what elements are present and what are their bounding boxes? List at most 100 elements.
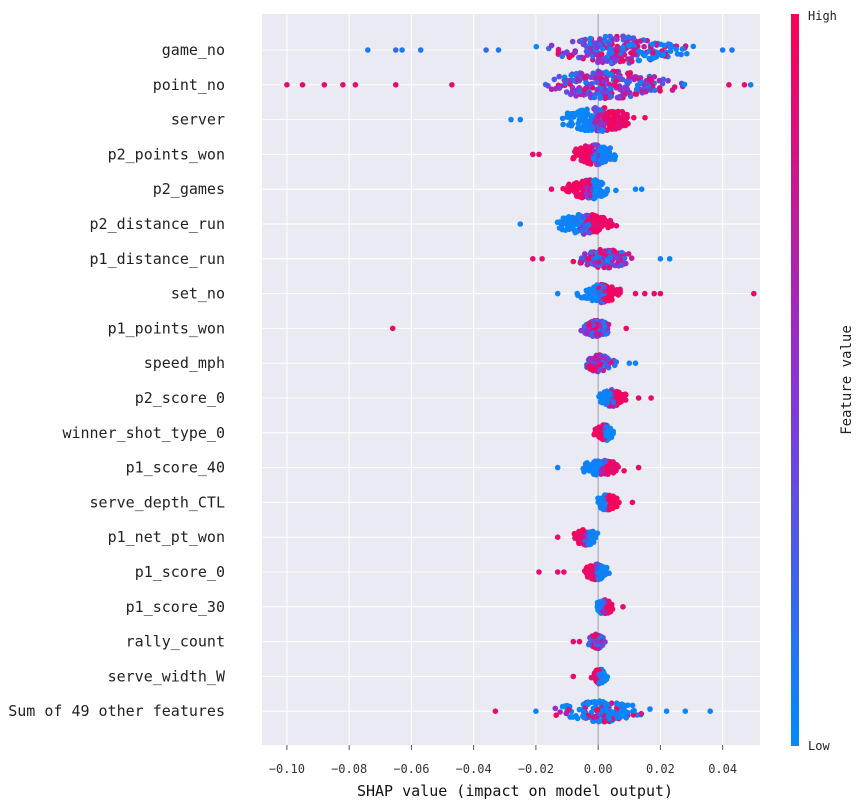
shap-point-outlier [648,395,654,401]
shap-point [579,227,586,234]
shap-point [679,46,686,52]
shap-point [560,121,566,128]
shap-point [595,113,602,120]
shap-point [631,114,637,121]
shap-point [590,718,597,724]
shap-point [565,707,572,713]
shap-point [589,124,595,130]
shap-point-outlier [623,325,629,332]
x-tick-label: 0.04 [708,762,737,776]
shap-point [600,121,607,127]
shap-point [565,183,571,190]
shap-point [589,212,595,218]
shap-point [597,191,604,197]
feature-label: p1_score_30 [126,598,225,616]
shap-point-outlier [635,395,642,401]
shap-point [587,35,594,42]
shap-point [678,51,684,58]
shap-point [621,468,627,474]
shap-point [600,57,607,64]
feature-label: winner_shot_type_0 [62,424,225,442]
shap-point [583,122,590,129]
shap-point [613,700,620,706]
shap-point [637,38,644,44]
shap-point [574,290,580,297]
shap-point [599,180,606,187]
feature-label: p2_distance_run [90,215,225,233]
shap-point [597,36,603,42]
shap-point [578,157,585,164]
shap-point [588,249,594,255]
shap-point-outlier [536,151,542,158]
shap-point [591,463,597,470]
shap-point [606,119,612,125]
shap-point-outlier [632,360,639,367]
shap-point [601,718,608,725]
shap-point [594,86,600,93]
shap-point [592,142,598,148]
shap-point [613,388,620,395]
shap-point [576,706,583,713]
shap-point [614,254,621,261]
shap-point [574,111,580,118]
colorbar-low-label: Low [808,739,830,753]
shap-point [651,74,658,80]
shap-point [600,89,607,96]
shap-point [597,435,604,441]
shap-point [570,89,576,95]
shap-point-outlier [657,290,664,297]
shap-point-outlier [719,47,726,53]
shap-point [588,113,595,120]
shap-point [620,44,626,51]
shap-point-outlier [530,151,536,158]
shap-point [625,251,632,257]
feature-label: p1_score_0 [135,563,225,581]
shap-point [604,701,611,708]
shap-point [620,58,626,64]
x-axis-title: SHAP value (impact on model output) [357,782,673,800]
colorbar [791,14,799,746]
shap-point [597,576,604,582]
shap-point [613,187,619,194]
shap-point [605,433,611,439]
shap-point [589,366,595,373]
shap-point [555,48,562,55]
shap-point [587,90,593,97]
shap-point [548,42,555,49]
shap-point [630,712,637,718]
shap-point [597,95,604,101]
shap-point [667,48,674,54]
shap-point [588,74,594,81]
shap-point [590,576,596,582]
shap-point [583,461,589,467]
shap-point [659,80,666,87]
shap-point [608,50,615,56]
x-tick-label: −0.06 [393,762,429,776]
shap-point [599,679,605,685]
shap-point [591,155,597,162]
shap-point [572,49,578,56]
shap-point [577,126,584,132]
shap-point [597,602,604,608]
shap-point [585,326,592,333]
shap-point [593,331,600,337]
shap-point [580,527,586,533]
shap-point [583,331,590,337]
shap-point [592,458,598,465]
shap-point [588,144,594,150]
shap-point [590,219,596,225]
shap-point [583,48,590,55]
shap-point-outlier [299,82,306,88]
shap-point [594,707,601,713]
shap-point [585,256,591,262]
shap-point [684,50,690,57]
shap-point [585,571,591,577]
x-tick-label: −0.04 [456,762,492,776]
shap-point [586,641,592,648]
shap-point-outlier [554,534,561,540]
shap-point-outlier [638,186,645,192]
shap-point-outlier [707,708,713,714]
shap-point [584,106,590,113]
shap-point [598,51,605,58]
shap-point [568,72,574,78]
